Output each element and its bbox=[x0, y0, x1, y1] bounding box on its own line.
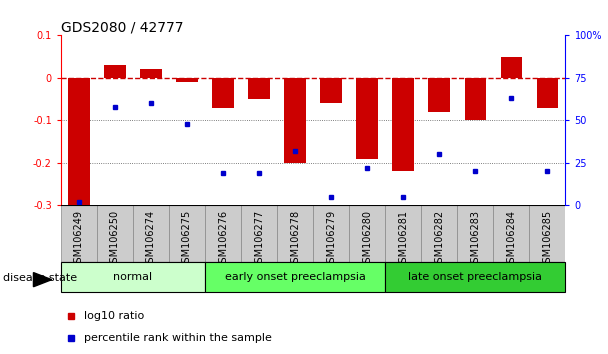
Bar bbox=[277, 205, 313, 262]
Text: GSM106277: GSM106277 bbox=[254, 210, 264, 269]
Text: GSM106281: GSM106281 bbox=[398, 210, 408, 269]
Bar bbox=[97, 205, 133, 262]
Bar bbox=[392, 78, 414, 171]
Bar bbox=[104, 65, 126, 78]
Text: GDS2080 / 42777: GDS2080 / 42777 bbox=[61, 20, 183, 34]
Text: GSM106285: GSM106285 bbox=[542, 210, 553, 269]
Polygon shape bbox=[33, 273, 52, 287]
Bar bbox=[205, 205, 241, 262]
Bar bbox=[457, 205, 493, 262]
Bar bbox=[212, 78, 234, 108]
Bar bbox=[61, 205, 97, 262]
Bar bbox=[140, 69, 162, 78]
Bar bbox=[313, 205, 349, 262]
Text: GSM106274: GSM106274 bbox=[146, 210, 156, 269]
Bar bbox=[241, 205, 277, 262]
Text: GSM106280: GSM106280 bbox=[362, 210, 372, 269]
Bar bbox=[465, 78, 486, 120]
Text: GSM106275: GSM106275 bbox=[182, 210, 192, 269]
Bar bbox=[385, 205, 421, 262]
Bar bbox=[61, 262, 205, 292]
Bar bbox=[385, 262, 565, 292]
Text: GSM106278: GSM106278 bbox=[290, 210, 300, 269]
Bar bbox=[133, 205, 169, 262]
Text: log10 ratio: log10 ratio bbox=[83, 311, 143, 321]
Text: late onset preeclampsia: late onset preeclampsia bbox=[409, 272, 542, 282]
Bar bbox=[537, 78, 558, 108]
Bar bbox=[349, 205, 385, 262]
Bar bbox=[176, 78, 198, 82]
Bar bbox=[500, 57, 522, 78]
Text: GSM106250: GSM106250 bbox=[110, 210, 120, 269]
Bar bbox=[68, 78, 89, 205]
Text: GSM106279: GSM106279 bbox=[326, 210, 336, 269]
Bar bbox=[421, 205, 457, 262]
Bar bbox=[530, 205, 565, 262]
Text: disease state: disease state bbox=[3, 273, 77, 283]
Text: normal: normal bbox=[113, 272, 153, 282]
Text: percentile rank within the sample: percentile rank within the sample bbox=[83, 333, 271, 343]
Bar bbox=[205, 262, 385, 292]
Bar bbox=[248, 78, 270, 99]
Bar bbox=[285, 78, 306, 163]
Bar bbox=[169, 205, 205, 262]
Text: GSM106276: GSM106276 bbox=[218, 210, 228, 269]
Text: GSM106249: GSM106249 bbox=[74, 210, 84, 269]
Text: early onset preeclampsia: early onset preeclampsia bbox=[225, 272, 365, 282]
Bar bbox=[356, 78, 378, 159]
Bar bbox=[320, 78, 342, 103]
Text: GSM106282: GSM106282 bbox=[434, 210, 444, 269]
Bar bbox=[429, 78, 450, 112]
Bar bbox=[493, 205, 530, 262]
Text: GSM106283: GSM106283 bbox=[471, 210, 480, 269]
Text: GSM106284: GSM106284 bbox=[506, 210, 516, 269]
